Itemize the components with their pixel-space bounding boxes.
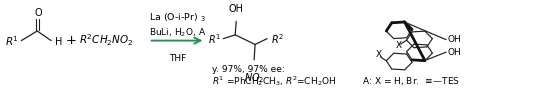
Text: O: O [35,8,42,18]
Text: $R^1$: $R^1$ [6,34,19,47]
Text: $NO_2$: $NO_2$ [244,71,265,85]
Text: X: X [395,41,402,51]
Text: OH: OH [447,35,461,44]
Text: +: + [65,34,76,47]
Text: OH: OH [229,4,244,14]
Text: $R^1$: $R^1$ [208,32,221,46]
Text: OH: OH [447,48,461,57]
Text: H: H [55,37,63,47]
Text: $R^2$: $R^2$ [271,32,284,46]
Text: BuLi, H$_2$O, A: BuLi, H$_2$O, A [149,27,206,39]
Text: $R^2CH_2NO_2$: $R^2CH_2NO_2$ [79,33,133,48]
Text: A: X = H, Br.  $\!\equiv\!$—TES: A: X = H, Br. $\!\equiv\!$—TES [361,75,460,87]
Text: y. 97%, 97% ee:: y. 97%, 97% ee: [212,65,285,74]
Text: THF: THF [169,54,186,63]
Text: $R^1$ =PhCH$_2$CH$_3$, $R^2$=CH$_2$OH: $R^1$ =PhCH$_2$CH$_3$, $R^2$=CH$_2$OH [212,74,337,88]
Text: X: X [375,51,381,59]
Text: La (O-i-Pr) $_{3}$: La (O-i-Pr) $_{3}$ [149,11,206,24]
